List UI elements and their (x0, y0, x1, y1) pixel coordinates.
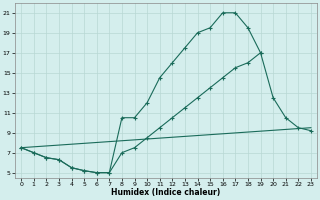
X-axis label: Humidex (Indice chaleur): Humidex (Indice chaleur) (111, 188, 221, 197)
